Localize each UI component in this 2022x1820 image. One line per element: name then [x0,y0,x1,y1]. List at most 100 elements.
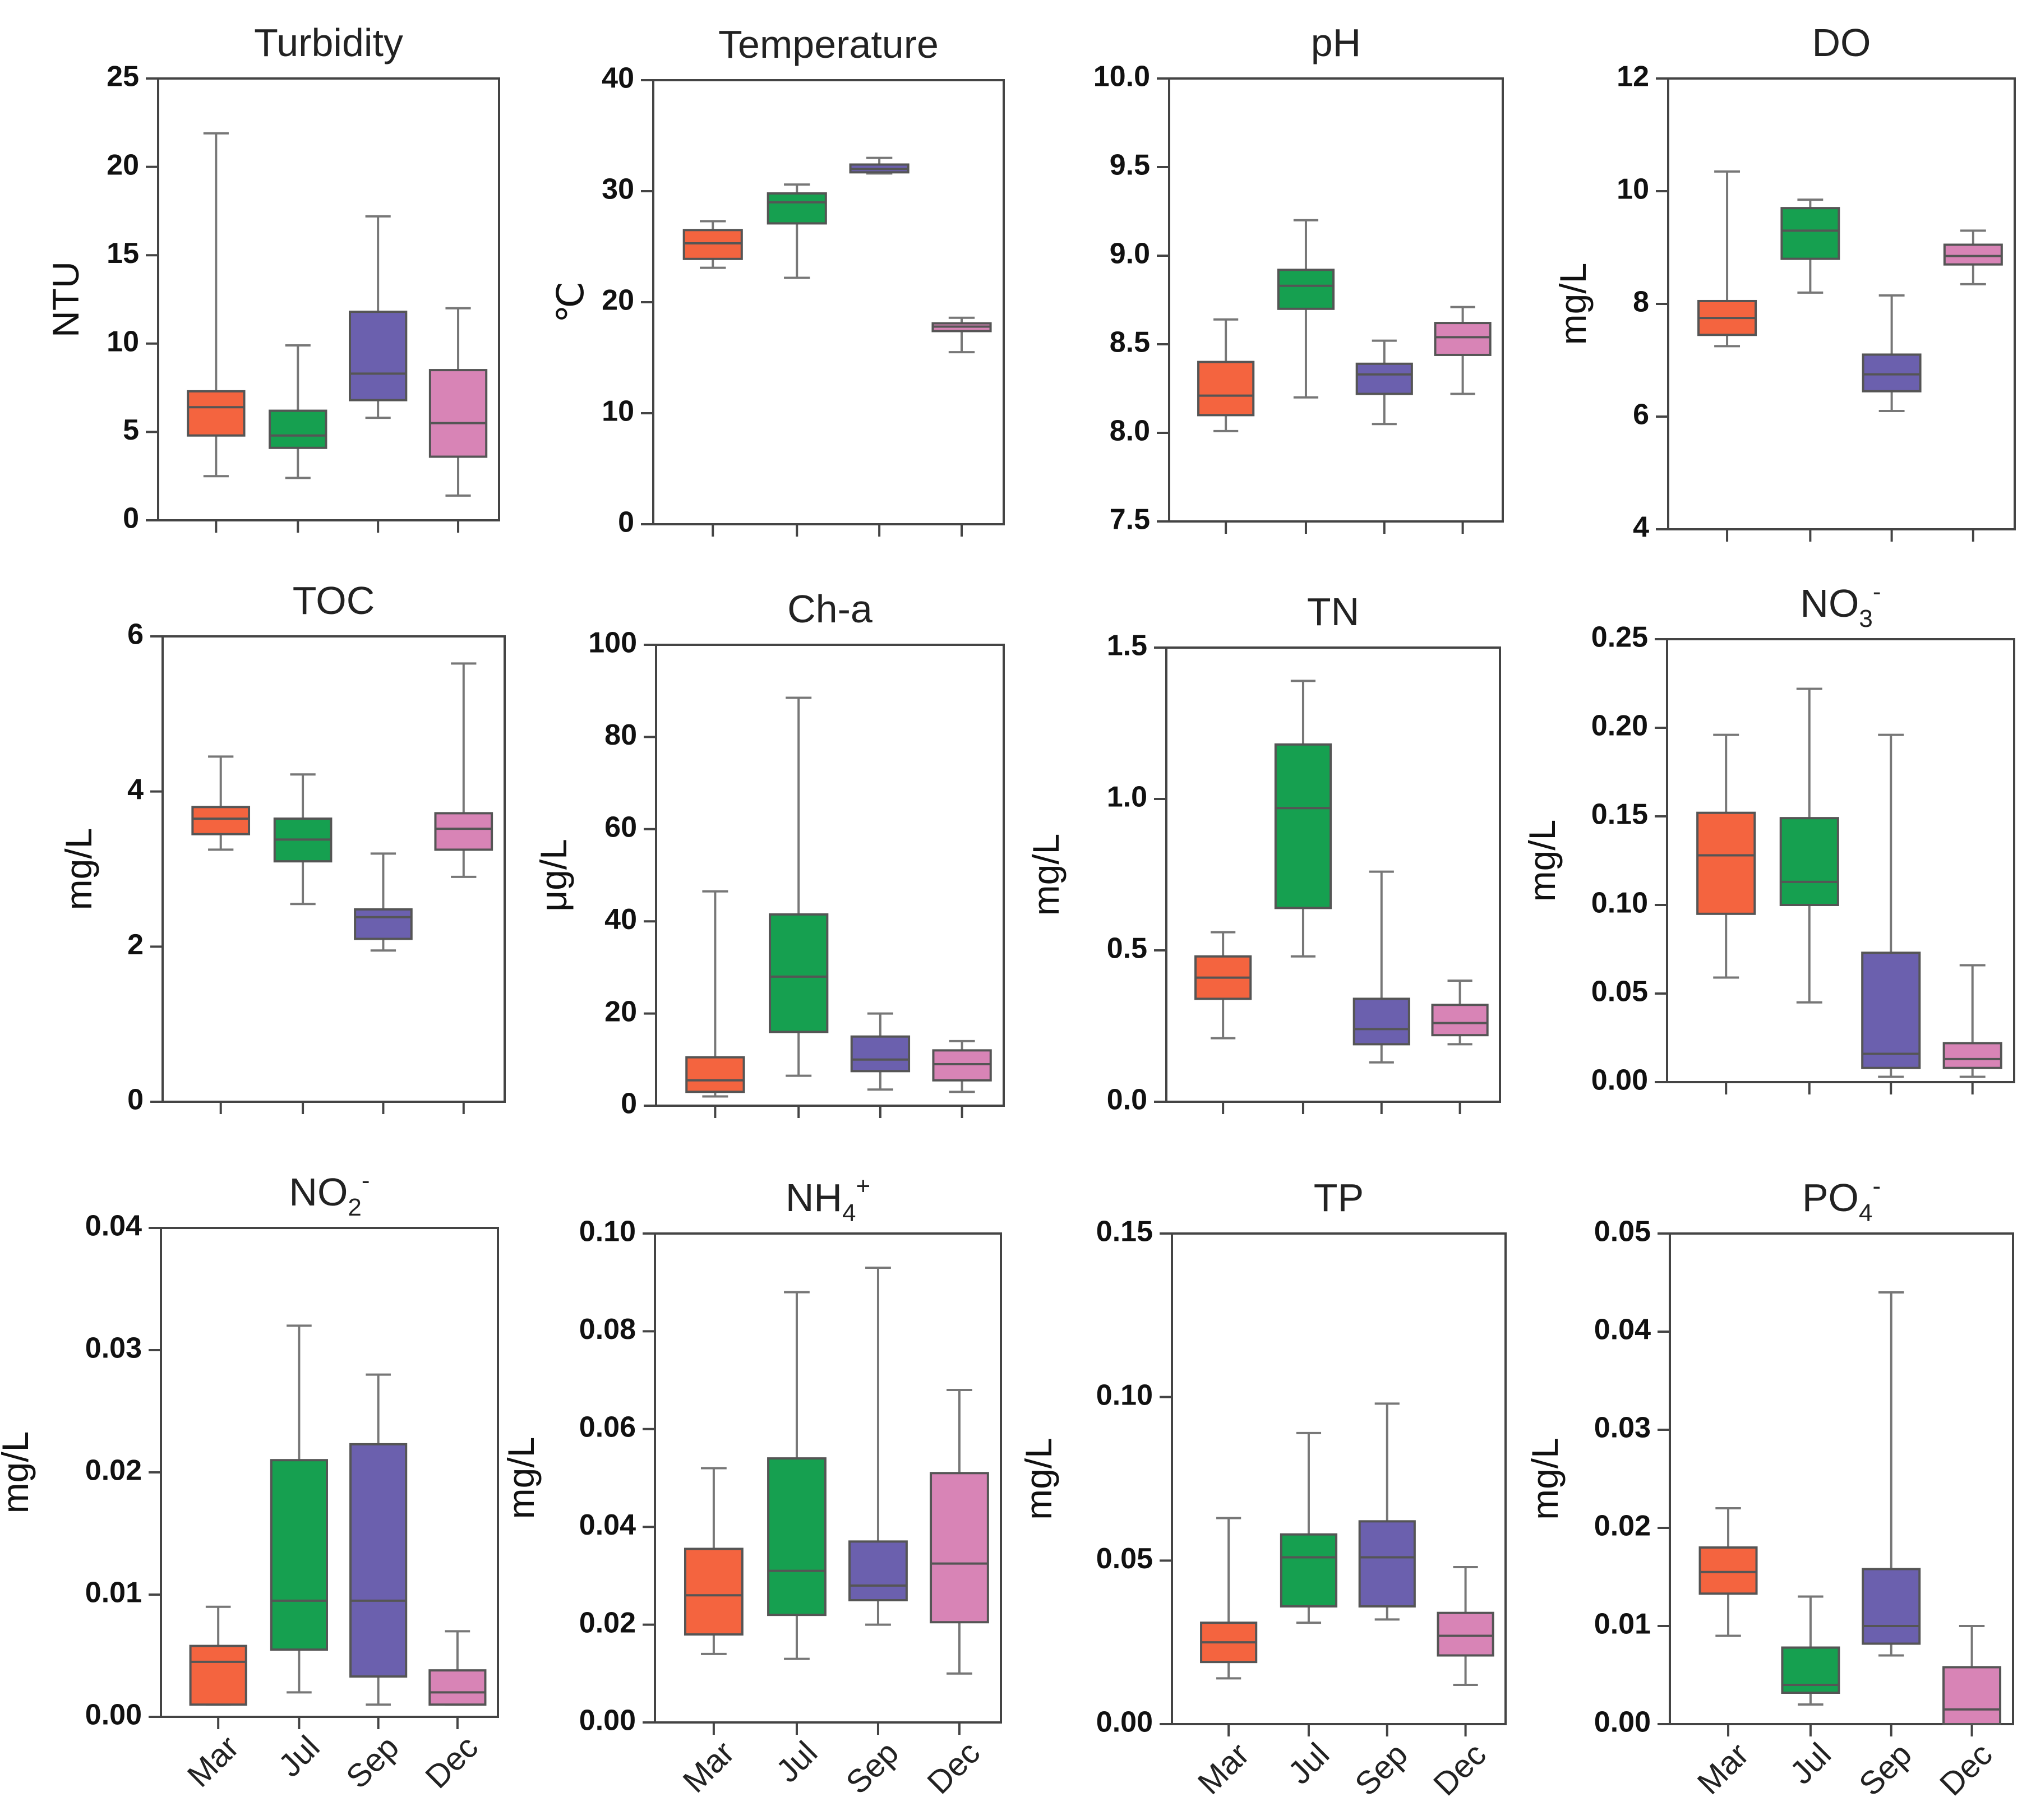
y-tick-label: 20 [107,149,139,181]
y-tick-label: 0.25 [1591,621,1648,654]
iqr-box [769,913,829,1033]
y-tick-label: 0.00 [579,1704,636,1737]
panel-title: PO4- [1802,1172,1881,1227]
panel-title-main: PO [1802,1176,1859,1220]
x-tick-label-mar: Mar [1691,1736,1756,1801]
x-tick-label-mar: Mar [1191,1736,1257,1801]
y-tick-label: 12 [1617,61,1649,93]
iqr-box [1942,1666,2002,1725]
panel-po-4: PO4- 0.00 0.01 0.02 0.03 0.04 0.05 mg/L Mar Jul Se… [1524,1172,2014,1803]
y-tick-label: 1.0 [1107,781,1147,814]
box-dec [1942,964,2002,1078]
panel-toc: TOC 0 2 4 6 mg/L [58,579,506,1116]
x-tick-label-mar: Mar [676,1734,741,1800]
box-dec [932,1040,992,1093]
y-tick-label: 0.05 [1591,976,1648,1008]
box-jul [269,344,327,479]
panel-title-subscript: 4 [1859,1199,1872,1227]
y-tick-label: 30 [602,173,634,206]
y-tick-label: 0.02 [1594,1510,1651,1542]
iqr-box [1352,997,1410,1046]
panel-ph: pH 7.5 8.0 8.5 9.0 9.5 10.0 [1093,21,1504,536]
x-tick-label-dec: Dec [920,1734,987,1801]
y-tick-label: 60 [604,811,637,844]
panel-title-subscript: 3 [1859,605,1872,632]
y-tick-label: 5 [123,414,139,446]
y-axis-label: mg/L [1552,263,1594,345]
box-dec [1431,980,1489,1046]
x-tick-label-jul: Jul [271,1729,326,1784]
box-jul [769,696,829,1077]
iqr-box [1280,1533,1338,1608]
box-dec [1437,1566,1494,1686]
y-tick-label: 0.04 [85,1210,142,1242]
panel-title-main: DO [1812,21,1871,64]
box-mar [191,755,251,851]
box-mar [1200,1517,1258,1680]
iqr-box [354,908,413,940]
panel-turbidity: Turbidity 0 5 10 15 20 25 NTU [45,21,500,535]
box-mar [684,1467,744,1655]
iqr-box [767,1457,827,1616]
panel-title-main: Turbidity [254,21,403,64]
iqr-box [1942,1042,2002,1069]
panel-no-3: NO3- 0.00 0.05 0.10 0.15 0.20 0.25 mg/L [1521,578,2015,1097]
y-tick-label: 0.15 [1096,1216,1153,1248]
iqr-box [850,1035,911,1073]
y-tick-label: 100 [588,627,637,659]
box-mar [685,890,745,1098]
iqr-box [1696,811,1756,915]
iqr-box [932,1049,992,1082]
x-tick-label-dec: Dec [1427,1736,1493,1803]
panel-title-subscript: 2 [348,1194,361,1221]
x-tick-label-sep: Sep [1348,1736,1415,1803]
box-jul [1780,198,1840,294]
box-sep [1358,1402,1416,1621]
iqr-box [684,1548,744,1636]
box-mar [1194,931,1252,1040]
panel-title-superscript: - [1873,578,1881,606]
y-tick-label: 40 [604,903,637,936]
y-tick-label: 20 [602,284,634,317]
y-tick-label: 2 [127,929,144,961]
box-jul [1274,680,1332,958]
y-tick-label: 25 [107,61,139,93]
y-tick-label: 0.01 [85,1577,142,1609]
box-dec [428,307,488,497]
iqr-box [1862,353,1922,392]
panel-title: Ch-a [787,587,872,631]
y-tick-label: 20 [604,995,637,1028]
y-tick-label: 0.04 [1594,1314,1651,1346]
box-jul [270,1324,328,1694]
y-tick-label: 0.06 [579,1411,636,1444]
panel-title-main: TN [1307,590,1359,634]
y-axis-label: mg/L [1025,834,1067,916]
plot-frame [1168,77,1504,523]
y-tick-label: 1.5 [1107,630,1147,662]
box-sep [354,852,413,952]
box-sep [849,156,910,175]
box-dec [434,662,493,878]
box-sep [1352,870,1410,1064]
box-jul [273,773,333,906]
iqr-box [428,369,488,458]
panel-temperature: Temperature 0 10 20 30 40 ℃ [550,22,1005,539]
y-tick-label: 7.5 [1110,503,1150,536]
y-tick-label: 0.10 [1096,1379,1153,1411]
y-tick-label: 0.02 [579,1606,636,1639]
y-tick-label: 0.04 [579,1509,636,1541]
iqr-box [848,1540,908,1602]
box-sep [349,215,408,419]
y-tick-label: 6 [127,618,144,651]
y-tick-label: 40 [602,62,634,95]
panel-title: NO3- [1800,578,1881,632]
y-tick-label: 0.05 [1096,1542,1153,1575]
iqr-box [1861,951,1921,1069]
y-tick-label: 8.0 [1110,415,1150,447]
box-sep [1861,733,1921,1078]
y-tick-label: 8 [1633,286,1649,318]
y-tick-label: 0.02 [85,1454,142,1487]
panel-title-main: Temperature [718,22,939,66]
y-tick-label: 4 [127,773,144,806]
box-jul [767,183,827,279]
